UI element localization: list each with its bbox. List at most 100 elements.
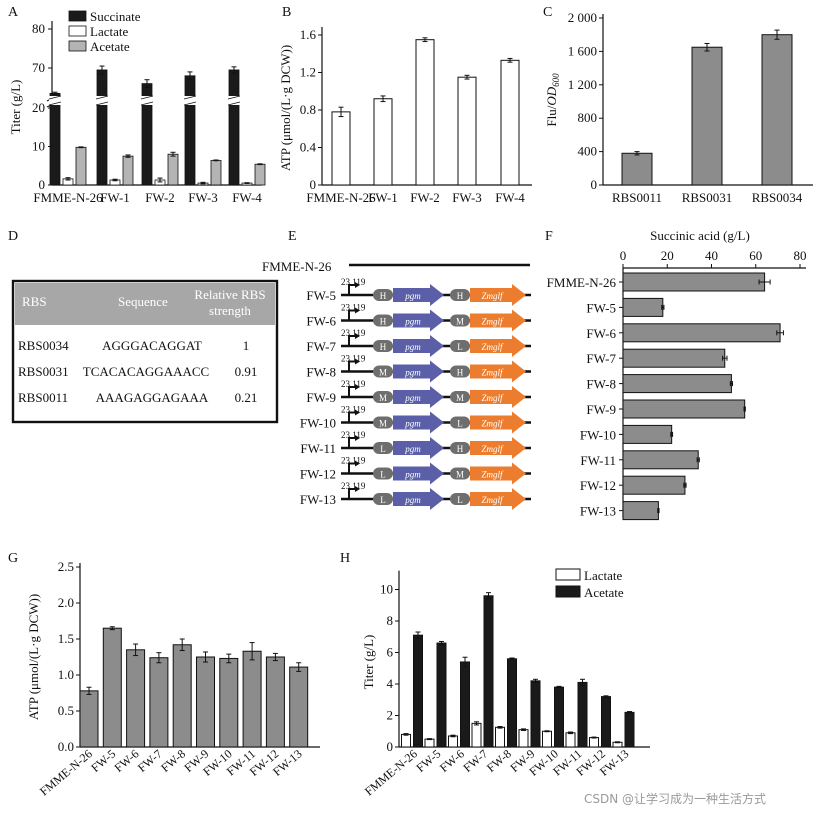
rbs-site-1 xyxy=(373,416,393,429)
gene-zmglf xyxy=(470,284,526,306)
gene-pgm-label: pgm xyxy=(404,368,421,378)
rbs-table-cell-sequence: TCACACAGGAAACC xyxy=(83,364,209,379)
gene-pgm-label: pgm xyxy=(404,470,421,480)
rbs-site-2 xyxy=(450,391,470,403)
chart-h-ylabel: Titer (g/L) xyxy=(361,635,376,690)
bar-break-gap xyxy=(141,96,153,105)
promoter-label: 23 119 xyxy=(341,379,366,389)
panel-label-b: B xyxy=(282,5,291,20)
legend-label-lactate: Lactate xyxy=(90,24,128,39)
construct-name: FW-6 xyxy=(306,314,336,329)
rbs-site-1 xyxy=(373,289,393,301)
bar xyxy=(622,399,746,419)
rbs-table-cell-strength: 1 xyxy=(243,338,250,353)
legend-swatch-acetate xyxy=(555,585,581,598)
y-tick-label: 0.0 xyxy=(58,739,74,754)
bar-lactate xyxy=(542,730,552,748)
bar-succinate xyxy=(49,92,61,186)
bar xyxy=(622,501,659,521)
y-tick-label: 1 600 xyxy=(568,43,597,58)
construct-row: FW-9 23 119 M pgm M Zmglf xyxy=(306,379,531,408)
chart-g: 0.0 0.5 1.0 1.5 2.0 2.5 FMME-N-26FW-5FW-6FW-7… xyxy=(26,559,320,798)
bar-acetate xyxy=(624,711,635,748)
bar xyxy=(622,374,732,394)
promoter-arrowhead xyxy=(355,333,360,339)
x-tick-label: RBS0031 xyxy=(682,190,733,205)
promoter-arrow xyxy=(348,437,357,448)
x-tick-label: FMME-N-26 xyxy=(306,190,376,205)
y-tick-label: 8 xyxy=(387,613,394,628)
gene-pgm-label: pgm xyxy=(404,495,421,505)
legend-label-lactate: Lactate xyxy=(584,568,622,583)
gene-pgm-label: pgm xyxy=(404,444,421,454)
rbs-table-cell-rbs: RBS0031 xyxy=(18,364,69,379)
rbs-table-header-strength-1: Relative RBS xyxy=(194,287,265,302)
bar-break-mark xyxy=(48,101,62,106)
x-tick-label: FW-3 xyxy=(188,190,218,205)
construct-name: FW-9 xyxy=(306,390,336,405)
construct-diagram: FMME-N-26 FW-5 23 119 H pgm H Zmglf FW-6 23 119… xyxy=(262,259,531,510)
x-tick-label: FW-2 xyxy=(145,190,175,205)
y-tick-label: 2.5 xyxy=(58,559,74,574)
y-tick-label: 1.2 xyxy=(300,65,316,80)
rbs-site-1 xyxy=(373,314,393,327)
bar-break-gap xyxy=(49,96,61,105)
panel-label-a: A xyxy=(8,5,19,20)
bar-break-mark xyxy=(95,95,109,100)
gene-zmglf xyxy=(470,411,526,434)
y-tick-label: 10 xyxy=(32,139,45,154)
rbs-table-header-strength-2: strength xyxy=(209,303,251,318)
bar-lactate xyxy=(401,733,411,748)
panel-label-e: E xyxy=(288,229,297,244)
y-tick-label: 10 xyxy=(380,582,393,597)
rbs-site-2 xyxy=(450,289,470,301)
bar-acetate xyxy=(530,680,541,748)
bar-break-mark xyxy=(183,95,197,100)
x-tick-label: FW-6 xyxy=(437,747,467,775)
legend-label-acetate: Acetate xyxy=(584,585,624,600)
bar-break-mark xyxy=(140,101,154,106)
x-tick-label: RBS0011 xyxy=(612,190,662,205)
x-tick-label: 40 xyxy=(705,248,718,263)
panel-label-c: C xyxy=(543,5,552,20)
y-tick-label: 800 xyxy=(578,110,598,125)
chart-f-xlabel: Succinic acid (g/L) xyxy=(650,228,750,243)
y-tick-label: 1.5 xyxy=(58,631,74,646)
promoter-arrowhead xyxy=(355,282,360,288)
promoter-arrowhead xyxy=(355,307,360,314)
x-tick-label: FW-6 xyxy=(112,747,142,775)
bar-break-mark xyxy=(183,101,197,106)
x-tick-label: FMME-N-26 xyxy=(362,747,420,799)
gene-zmglf-label: Zmglf xyxy=(481,291,504,301)
bar-succinate xyxy=(228,69,240,186)
y-tick-label: 1.6 xyxy=(300,27,317,42)
gene-zmglf xyxy=(470,462,526,485)
gene-zmglf-label: Zmglf xyxy=(481,368,504,378)
legend-swatch-lactate xyxy=(68,25,87,37)
y-tick-label: 2 xyxy=(387,708,394,723)
promoter-arrowhead xyxy=(355,384,360,390)
gene-zmglf-label: Zmglf xyxy=(481,444,504,454)
promoter-label: 23 119 xyxy=(341,354,366,364)
bar xyxy=(622,450,699,470)
y-tick-label: 6 xyxy=(387,645,394,660)
rbs-strength-2: H xyxy=(457,368,464,378)
rbs-strength-1: H xyxy=(380,342,387,352)
rbs-site-1 xyxy=(373,467,393,480)
y-tick-label: FMME-N-26 xyxy=(547,275,617,290)
promoter-arrowhead xyxy=(355,358,360,365)
promoter-arrow xyxy=(348,386,357,397)
promoter-arrow xyxy=(348,360,357,372)
bar-acetate xyxy=(167,153,179,186)
legend-swatch-succinate xyxy=(68,10,87,22)
promoter-label: 23 119 xyxy=(341,481,366,491)
gene-pgm xyxy=(393,437,444,459)
gene-pgm xyxy=(393,488,444,510)
bar-break-mark xyxy=(140,95,154,100)
gene-pgm xyxy=(393,462,444,485)
bar-break-gap xyxy=(96,96,108,105)
bar xyxy=(102,627,122,748)
rbs-table-cell-strength: 0.91 xyxy=(235,364,258,379)
